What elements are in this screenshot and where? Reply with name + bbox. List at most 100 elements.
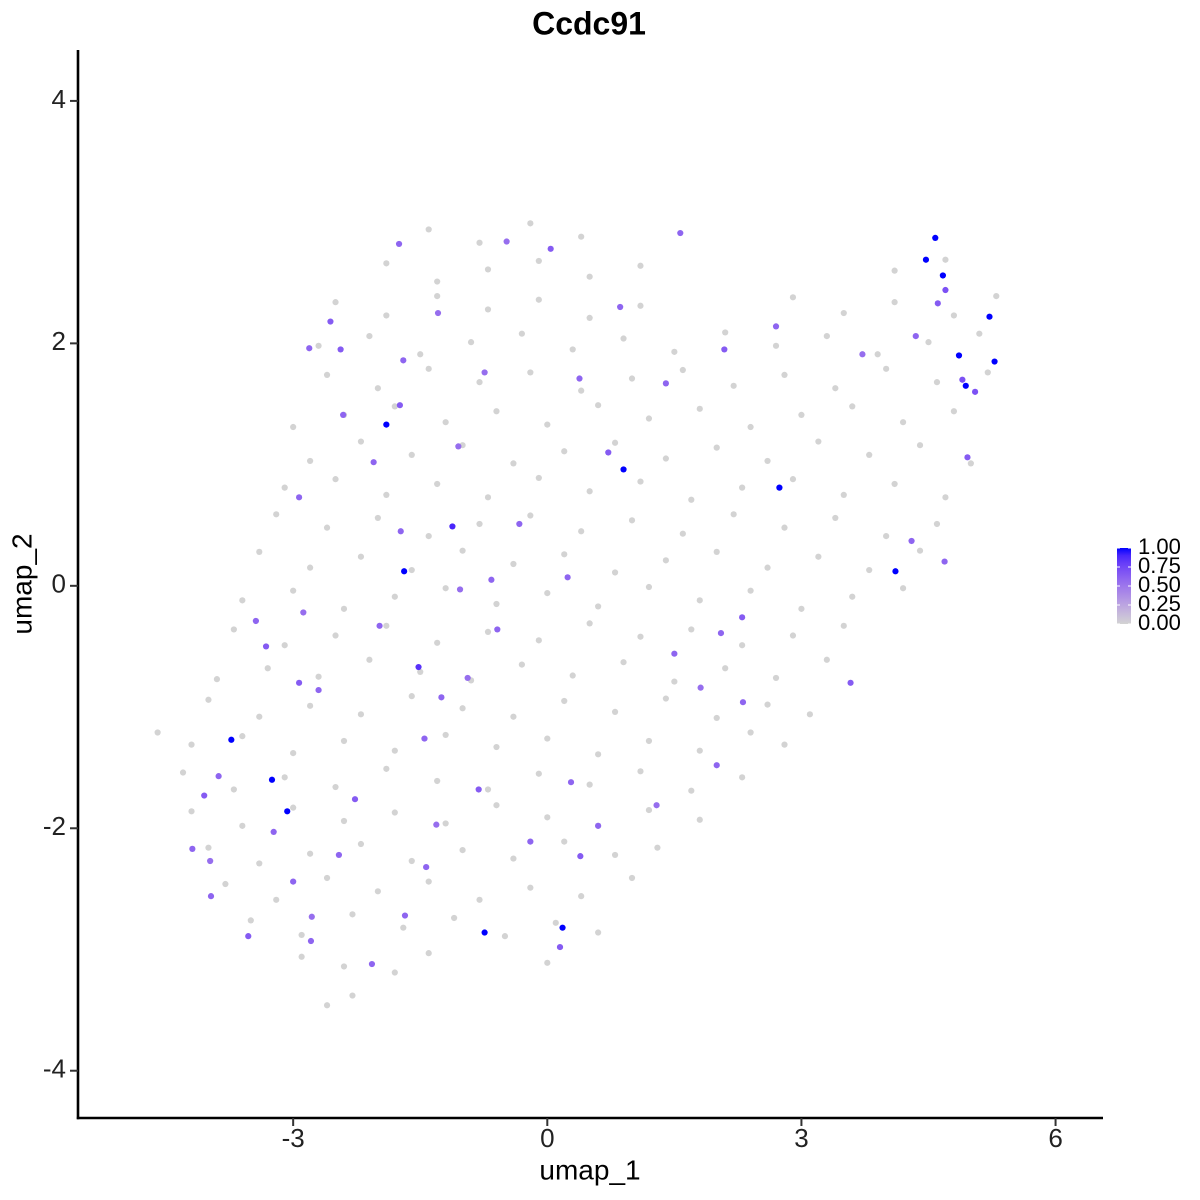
cell-point bbox=[383, 312, 390, 319]
cell-point bbox=[434, 309, 442, 317]
cell-point bbox=[205, 696, 212, 703]
cell-point bbox=[459, 547, 466, 554]
cell-point bbox=[256, 548, 263, 555]
colorbar bbox=[1117, 548, 1131, 624]
colorbar-label: 0.50 bbox=[1138, 572, 1181, 597]
colorbar-label: 1.00 bbox=[1138, 534, 1181, 559]
cell-point bbox=[713, 714, 720, 722]
cell-point bbox=[438, 694, 445, 701]
cell-point bbox=[383, 421, 390, 428]
colorbar-label: 0.75 bbox=[1138, 553, 1181, 578]
cell-point bbox=[323, 524, 331, 531]
cell-point bbox=[207, 893, 215, 900]
cell-point bbox=[516, 520, 523, 528]
cell-point bbox=[383, 491, 390, 498]
cell-point bbox=[459, 846, 466, 854]
cell-point bbox=[556, 943, 564, 951]
cell-point bbox=[899, 419, 907, 426]
cell-point bbox=[781, 371, 788, 378]
cell-point bbox=[544, 589, 551, 597]
cell-point bbox=[397, 528, 404, 535]
cell-point bbox=[645, 415, 653, 422]
cell-point bbox=[349, 992, 356, 999]
cell-point bbox=[595, 603, 602, 610]
cell-point bbox=[391, 809, 398, 816]
y-axis-title: umap_2 bbox=[6, 533, 37, 634]
cell-point bbox=[671, 348, 678, 355]
cell-point bbox=[891, 267, 898, 274]
cell-point bbox=[307, 564, 314, 571]
cell-point bbox=[421, 735, 428, 742]
cell-point bbox=[535, 257, 542, 265]
cell-point bbox=[662, 557, 669, 564]
cell-point bbox=[245, 933, 252, 940]
cell-point bbox=[488, 576, 495, 583]
cell-point bbox=[535, 474, 542, 482]
cell-point bbox=[494, 626, 501, 633]
cell-point bbox=[559, 924, 566, 931]
cell-point bbox=[688, 626, 695, 633]
cell-point bbox=[662, 695, 669, 702]
cell-point bbox=[637, 302, 644, 309]
cell-point bbox=[942, 494, 949, 501]
cell-point bbox=[941, 558, 948, 565]
cell-point bbox=[493, 743, 500, 751]
cell-point bbox=[230, 786, 237, 793]
cell-point bbox=[595, 822, 602, 829]
cell-point bbox=[899, 585, 907, 592]
cell-point bbox=[281, 774, 288, 781]
cell-point bbox=[637, 633, 644, 640]
cell-point bbox=[671, 678, 678, 685]
cell-point bbox=[611, 851, 619, 859]
y-tick-label: -4 bbox=[43, 1054, 66, 1084]
cell-point bbox=[617, 303, 624, 311]
cell-point bbox=[959, 376, 966, 383]
cell-point bbox=[713, 548, 720, 555]
cell-point bbox=[798, 411, 805, 418]
cell-point bbox=[747, 587, 754, 594]
cell-point bbox=[578, 528, 585, 535]
cell-point bbox=[586, 488, 593, 495]
cell-point bbox=[425, 878, 432, 885]
cell-point bbox=[425, 950, 432, 957]
cell-point bbox=[993, 292, 1000, 300]
cell-point bbox=[290, 423, 297, 431]
cell-point bbox=[315, 673, 322, 680]
cell-point bbox=[527, 838, 534, 845]
cell-point bbox=[306, 345, 313, 352]
cell-point bbox=[798, 605, 805, 612]
cell-point bbox=[739, 642, 746, 649]
cell-point bbox=[908, 537, 915, 545]
cell-point bbox=[535, 637, 542, 644]
cell-point bbox=[425, 533, 432, 540]
cell-point bbox=[349, 911, 356, 918]
cell-point bbox=[451, 914, 458, 922]
cell-point bbox=[586, 620, 593, 627]
cell-point bbox=[374, 888, 381, 895]
cell-point bbox=[569, 672, 576, 679]
cell-point bbox=[840, 491, 847, 498]
cell-point bbox=[270, 828, 277, 836]
cell-point bbox=[976, 330, 983, 337]
cell-point bbox=[510, 460, 517, 467]
cell-point bbox=[213, 676, 221, 683]
cell-point bbox=[950, 408, 958, 415]
cell-point bbox=[332, 476, 339, 483]
cell-point bbox=[866, 451, 873, 458]
cell-point bbox=[434, 278, 441, 285]
cell-point bbox=[544, 421, 551, 428]
cell-point bbox=[493, 600, 500, 608]
cell-point bbox=[739, 614, 746, 621]
cell-point bbox=[696, 747, 703, 754]
cell-point bbox=[391, 747, 398, 754]
cell-point bbox=[484, 266, 492, 273]
cell-point bbox=[307, 457, 314, 465]
cell-point bbox=[547, 245, 554, 252]
cell-point bbox=[611, 708, 619, 715]
cell-point bbox=[933, 520, 941, 528]
cell-point bbox=[849, 593, 856, 600]
cell-point bbox=[401, 912, 409, 919]
cell-point bbox=[442, 419, 449, 426]
cell-point bbox=[764, 457, 771, 465]
cell-point bbox=[806, 711, 814, 718]
